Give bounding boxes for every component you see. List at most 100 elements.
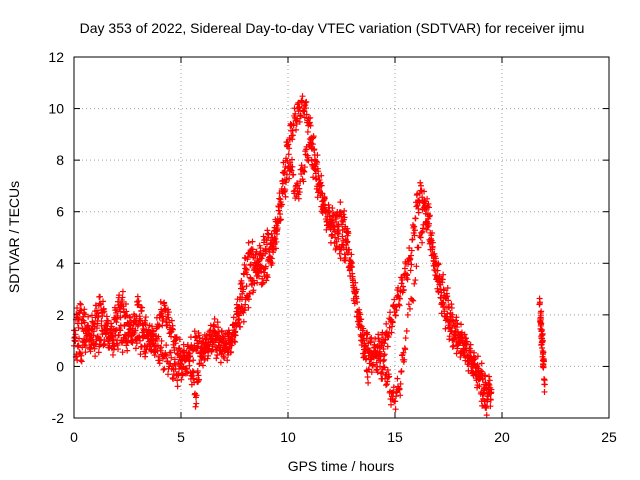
data-point [163,322,170,329]
data-point [149,327,156,334]
data-point [310,133,317,140]
data-point [408,252,415,259]
data-point [392,406,399,413]
data-point [386,373,393,380]
data-point [224,357,231,364]
data-point [196,377,203,384]
data-point [156,360,163,367]
data-point [405,301,412,308]
data-point [300,178,307,185]
data-point [168,317,175,324]
data-point [165,371,172,378]
data-point [283,171,290,178]
data-point [93,325,100,332]
data-point [190,357,197,364]
data-point [254,279,261,286]
data-point [329,205,336,212]
data-point [472,355,479,362]
data-point [192,403,199,410]
data-point [482,372,489,379]
x-tick-label: 20 [494,429,510,445]
data-point [337,199,344,206]
data-point [337,255,344,262]
data-point [82,342,89,349]
data-point [106,344,113,351]
data-point [412,215,419,222]
data-point [400,286,407,293]
data-point [541,381,548,388]
data-point [380,358,387,365]
data-point [218,327,225,334]
data-point [229,335,236,342]
data-point [358,316,365,323]
data-point [285,141,292,148]
data-point [290,122,297,129]
data-point [288,156,295,163]
data-point [474,382,481,389]
plot-frame [73,56,610,419]
data-point [193,392,200,399]
data-point [189,368,196,375]
data-point [418,229,425,236]
data-point [346,267,353,274]
data-point [157,298,164,305]
data-point [132,345,139,352]
data-point [272,235,279,242]
data-point [363,330,370,337]
data-point [410,297,417,304]
data-point [154,342,161,349]
data-point [426,220,433,227]
data-point [487,403,494,410]
data-point [121,323,128,330]
data-point [87,348,94,355]
data-point [448,304,455,311]
data-point [409,236,416,243]
data-point [199,354,206,361]
data-point [249,246,256,253]
data-point [344,238,351,245]
data-point [320,202,327,209]
data-point [424,195,431,202]
data-point [411,223,418,230]
data-point [446,333,453,340]
data-point [279,180,286,187]
data-point [364,374,371,381]
data-point [348,251,355,258]
data-point [404,311,411,318]
data-point [453,314,460,321]
data-point [129,337,136,344]
data-point [366,348,373,355]
data-point [420,221,427,228]
data-point [160,366,167,373]
axis-ticks: 0 5 10 15 20 25 -2 0 2 4 6 8 10 12 [48,49,617,445]
data-point [472,364,479,371]
data-point [384,343,391,350]
data-point [92,353,99,360]
data-point [249,238,256,245]
data-point [274,226,281,233]
data-point [174,383,181,390]
data-point [370,361,377,368]
data-point [339,233,346,240]
data-point [142,350,149,357]
data-point [299,93,306,100]
data-point [383,320,390,327]
data-point [245,239,252,246]
data-point [293,126,300,133]
data-point [463,338,470,345]
data-point [304,128,311,135]
data-point [256,256,263,263]
data-point [95,349,102,356]
data-point [471,349,478,356]
data-point [382,336,389,343]
data-point [398,368,405,375]
data-point [78,358,85,365]
data-point [406,305,413,312]
data-point [363,355,370,362]
data-point [413,263,420,270]
data-point [536,299,543,306]
data-point [154,335,161,342]
data-point [434,267,441,274]
data-point [407,255,414,262]
